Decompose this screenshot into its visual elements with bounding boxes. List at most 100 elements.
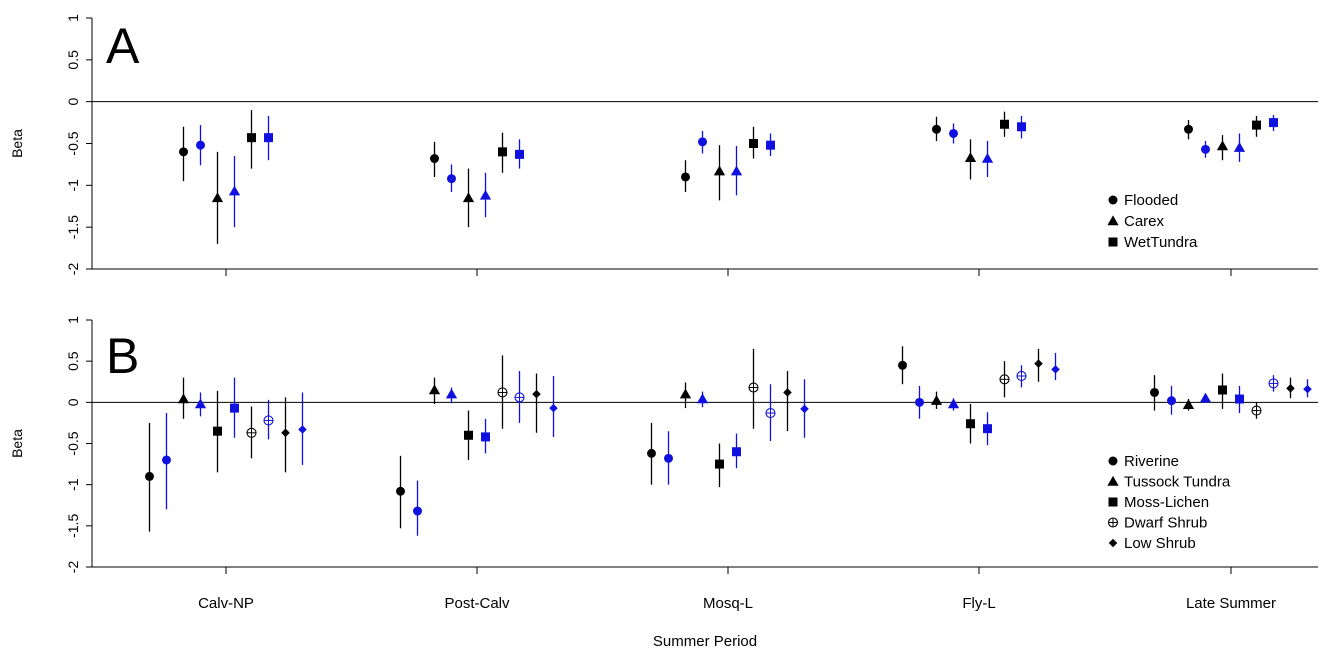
data-point	[228, 185, 241, 196]
data-point	[264, 133, 273, 143]
data-point	[1051, 365, 1060, 374]
data-point	[1233, 142, 1246, 152]
data-point	[766, 140, 775, 150]
y-tick-label: 1	[65, 316, 81, 324]
data-point	[1268, 378, 1279, 389]
data-point	[1269, 118, 1278, 128]
legend-marker	[1107, 215, 1119, 226]
data-point	[481, 432, 490, 442]
data-point	[647, 448, 656, 458]
data-point	[1017, 122, 1026, 132]
data-point	[1184, 124, 1193, 134]
legend-marker	[1108, 538, 1118, 548]
data-point	[462, 192, 475, 203]
x-tick-label: Calv-NP	[198, 595, 254, 612]
legend-label: Carex	[1124, 213, 1165, 230]
y-tick-label: -2	[65, 561, 81, 574]
y-tick-label: 0	[65, 398, 81, 406]
data-point	[549, 403, 558, 413]
data-point	[1216, 140, 1229, 151]
x-tick-label: Late Summer	[1186, 595, 1276, 612]
legend: Flooded Carex WetTundra	[1107, 192, 1198, 251]
data-point	[698, 137, 707, 147]
legend-label: Dwarf Shrub	[1124, 515, 1207, 532]
data-point	[1303, 384, 1312, 394]
data-point	[730, 165, 743, 176]
data-point	[664, 453, 673, 463]
data-point	[783, 388, 792, 397]
data-point	[749, 139, 758, 148]
data-point	[194, 398, 207, 409]
data-point	[532, 389, 541, 399]
data-point	[179, 147, 188, 157]
legend-label: Flooded	[1124, 192, 1178, 209]
data-point	[1000, 119, 1009, 129]
data-point	[930, 395, 943, 405]
data-point	[981, 152, 994, 163]
y-tick-label: -1	[65, 478, 81, 491]
legend-label: Moss-Lichen	[1124, 494, 1209, 511]
data-point	[514, 392, 525, 403]
data-point	[430, 154, 439, 164]
legend-marker	[1107, 517, 1119, 528]
data-point	[999, 374, 1010, 385]
data-point	[247, 133, 256, 143]
legend-marker	[1108, 237, 1118, 247]
data-point	[765, 407, 776, 419]
data-point	[246, 427, 257, 438]
x-tick-label: Mosq-L	[703, 595, 753, 612]
x-tick-label: Fly-L	[962, 595, 995, 612]
panel-b: 1 0.5 0 -0.5 -1 -1.5 -2 Beta Calv-NP Post-Calv Mos…	[9, 316, 1318, 612]
data-point	[713, 165, 726, 176]
panel-label: A	[106, 18, 140, 74]
data-point	[213, 426, 222, 436]
data-point	[748, 382, 759, 393]
data-point	[479, 189, 492, 200]
data-point	[1150, 387, 1159, 397]
data-point	[1201, 144, 1210, 154]
data-point	[196, 140, 205, 150]
data-point	[428, 384, 441, 395]
y-tick-label: -1	[65, 179, 81, 192]
data-point	[1235, 394, 1244, 404]
data-point	[497, 387, 508, 398]
data-point	[696, 393, 709, 404]
data-point	[966, 419, 975, 429]
data-point	[732, 447, 741, 457]
data-point	[915, 397, 924, 407]
data-point	[281, 428, 290, 438]
legend-label: Tussock Tundra	[1124, 474, 1231, 491]
data-point	[263, 415, 274, 426]
data-point	[413, 506, 422, 516]
panel-label: B	[106, 328, 139, 384]
legend-marker	[1108, 456, 1118, 466]
data-point	[898, 360, 907, 370]
data-point	[1034, 359, 1043, 368]
y-tick-label: 0.5	[65, 50, 81, 70]
legend-label: Low Shrub	[1124, 535, 1196, 552]
data-point	[1286, 384, 1295, 393]
legend-label: Riverine	[1124, 453, 1179, 470]
data-point	[445, 388, 458, 399]
data-point	[211, 192, 224, 203]
data-point	[515, 149, 524, 159]
legend-marker	[1108, 497, 1118, 507]
data-point	[964, 152, 977, 162]
data-point	[715, 459, 724, 469]
data-point	[681, 172, 690, 182]
y-tick-label: 0	[65, 98, 81, 106]
y-axis-label: Beta	[9, 429, 25, 458]
panel-a: 1 0.5 0 -0.5 -1 -1.5 -2 Beta A Flooded Carex WetTun…	[9, 14, 1318, 276]
data-point	[464, 430, 473, 440]
data-point	[145, 471, 154, 481]
data-point	[396, 486, 405, 496]
data-point	[1251, 405, 1262, 416]
data-point	[679, 388, 692, 399]
data-point	[230, 403, 239, 413]
data-point	[1167, 396, 1176, 406]
y-axis-label: Beta	[9, 129, 25, 158]
legend: Riverine Tussock Tundra Moss-Lichen Dwarf S…	[1107, 453, 1231, 552]
data-point	[1199, 392, 1212, 403]
y-tick-label: -1.5	[65, 215, 81, 239]
